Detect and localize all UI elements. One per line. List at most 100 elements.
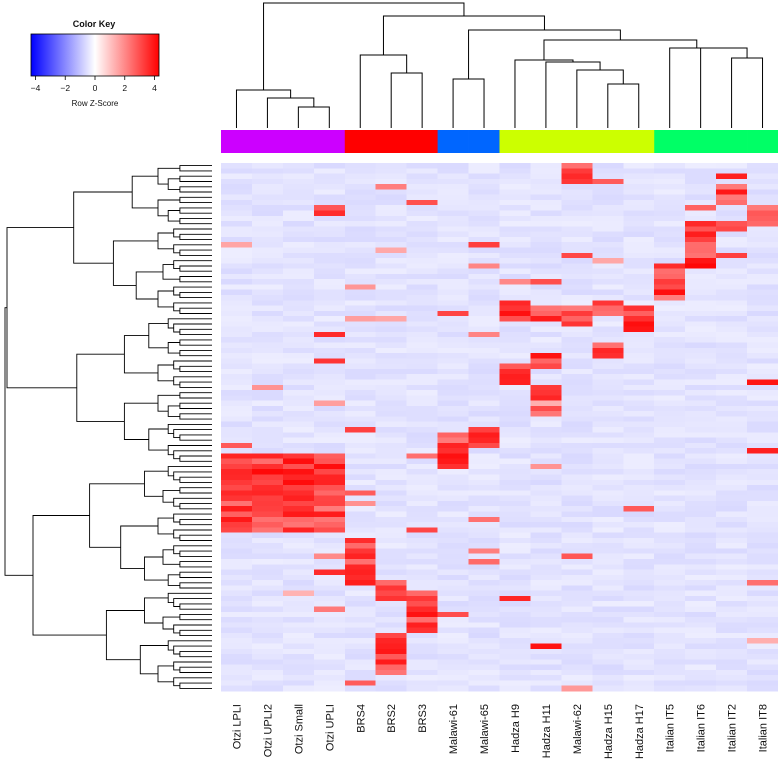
heat-cell-r19-c16 [716, 263, 748, 269]
heat-cell-r58-c17 [747, 469, 778, 475]
heat-cell-r42-c2 [282, 384, 315, 391]
heat-cell-r41-c14 [654, 379, 686, 386]
heat-cell-r63-c15 [685, 495, 717, 502]
heat-cell-r90-c8 [468, 638, 500, 644]
heat-cell-r78-c4 [344, 574, 377, 581]
heat-cell-r24-c1 [251, 289, 284, 296]
heat-cell-r53-c10 [530, 442, 562, 449]
heat-cell-r71-c10 [530, 537, 562, 544]
group-bar-brs-6 [406, 130, 439, 153]
heat-cell-r80-c2 [282, 585, 315, 592]
heat-cell-r95-c12 [592, 664, 624, 671]
heat-cell-r42-c4 [344, 384, 377, 391]
heat-cell-r24-c7 [437, 289, 469, 296]
heat-cell-r77-c12 [592, 569, 624, 576]
heat-cell-r6-c17 [747, 194, 778, 201]
heat-cell-r48-c11 [561, 416, 593, 423]
heat-cell-r91-c15 [685, 643, 717, 650]
heat-cell-r48-c3 [313, 416, 346, 423]
heat-cell-r17-c11 [561, 252, 593, 259]
heat-cell-r33-c9 [499, 337, 531, 343]
heat-cell-r96-c7 [437, 669, 469, 676]
heat-cell-r48-c2 [282, 416, 315, 423]
heat-cell-r52-c6 [406, 437, 439, 444]
heat-cell-r84-c10 [530, 606, 562, 613]
heat-cell-r10-c5 [375, 215, 408, 222]
heat-cell-r53-c16 [716, 442, 748, 449]
heatmap-cells [221, 163, 778, 692]
heat-cell-r52-c14 [654, 437, 686, 444]
heat-cell-r25-c15 [685, 295, 717, 301]
heat-cell-r51-c1 [251, 432, 284, 438]
heat-cell-r93-c14 [654, 654, 686, 660]
heat-cell-r69-c12 [592, 527, 624, 533]
heat-cell-r19-c12 [592, 263, 624, 269]
heat-cell-r55-c0 [221, 453, 253, 460]
heat-cell-r49-c10 [530, 421, 562, 428]
heat-cell-r21-c17 [747, 273, 778, 280]
group-bar-hadza-11 [561, 130, 593, 153]
heat-cell-r6-c2 [282, 194, 315, 201]
heat-cell-r38-c6 [406, 363, 439, 370]
heat-cell-r76-c9 [499, 564, 531, 570]
heat-cell-r31-c2 [282, 326, 315, 333]
heat-cell-r70-c13 [623, 532, 655, 539]
heat-cell-r2-c0 [221, 173, 253, 180]
heat-cell-r94-c4 [344, 659, 377, 665]
heat-cell-r75-c6 [406, 559, 439, 565]
heat-cell-r91-c1 [251, 643, 284, 650]
group-bar-otzi-2 [282, 130, 315, 153]
heat-cell-r11-c14 [654, 221, 686, 227]
heat-cell-r92-c0 [221, 648, 253, 655]
heat-cell-r18-c4 [344, 258, 377, 264]
dendro-link-italian-a [731, 57, 764, 128]
heat-cell-r82-c0 [221, 595, 253, 602]
heat-cell-r15-c5 [375, 242, 408, 248]
heat-cell-r71-c16 [716, 537, 748, 544]
heat-cell-r24-c9 [499, 289, 531, 296]
heat-cell-r51-c14 [654, 432, 686, 438]
heat-cell-r78-c8 [468, 574, 500, 581]
heat-cell-r48-c12 [592, 416, 624, 423]
heat-cell-r51-c0 [221, 432, 253, 438]
heat-cell-r13-c0 [221, 231, 253, 238]
heat-cell-r34-c13 [623, 342, 655, 349]
heat-cell-r14-c14 [654, 236, 686, 243]
heat-cell-r54-c14 [654, 448, 686, 454]
heat-cell-r61-c7 [437, 485, 469, 491]
heat-cell-r7-c17 [747, 199, 778, 206]
heat-cell-r1-c0 [221, 168, 253, 174]
heat-cell-r59-c13 [623, 474, 655, 481]
heat-cell-r22-c16 [716, 279, 748, 285]
heat-cell-r5-c15 [685, 189, 717, 196]
heat-cell-r45-c3 [313, 400, 346, 407]
heat-cell-r65-c11 [561, 506, 593, 512]
heat-cell-r47-c0 [221, 411, 253, 417]
heat-cell-r21-c4 [344, 273, 377, 280]
heat-cell-r47-c6 [406, 411, 439, 417]
key-tick-label-4: 4 [152, 83, 157, 93]
heat-cell-r40-c0 [221, 374, 253, 380]
heat-cell-r79-c1 [251, 580, 284, 586]
heat-cell-r53-c6 [406, 442, 439, 449]
heat-cell-r11-c8 [468, 221, 500, 227]
heat-cell-r12-c10 [530, 226, 562, 233]
heat-cell-r75-c4 [344, 559, 377, 565]
heat-cell-r87-c4 [344, 622, 377, 629]
heat-cell-r34-c7 [437, 342, 469, 349]
heat-cell-r38-c1 [251, 363, 284, 370]
heat-cell-r69-c3 [313, 527, 346, 533]
heat-cell-r96-c16 [716, 669, 748, 676]
heat-cell-r54-c12 [592, 448, 624, 454]
dendro-link-brs-a [390, 72, 423, 128]
heat-cell-r91-c7 [437, 643, 469, 650]
heat-cell-r32-c11 [561, 331, 593, 338]
heat-cell-r7-c7 [437, 199, 469, 206]
heat-cell-r46-c0 [221, 405, 253, 412]
heat-cell-r11-c16 [716, 221, 748, 227]
heat-cell-r80-c5 [375, 585, 408, 592]
heat-cell-r94-c8 [468, 659, 500, 665]
heat-cell-r31-c16 [716, 326, 748, 333]
heat-cell-r25-c12 [592, 295, 624, 301]
color-key-axis-label: Row Z-Score [72, 99, 119, 108]
